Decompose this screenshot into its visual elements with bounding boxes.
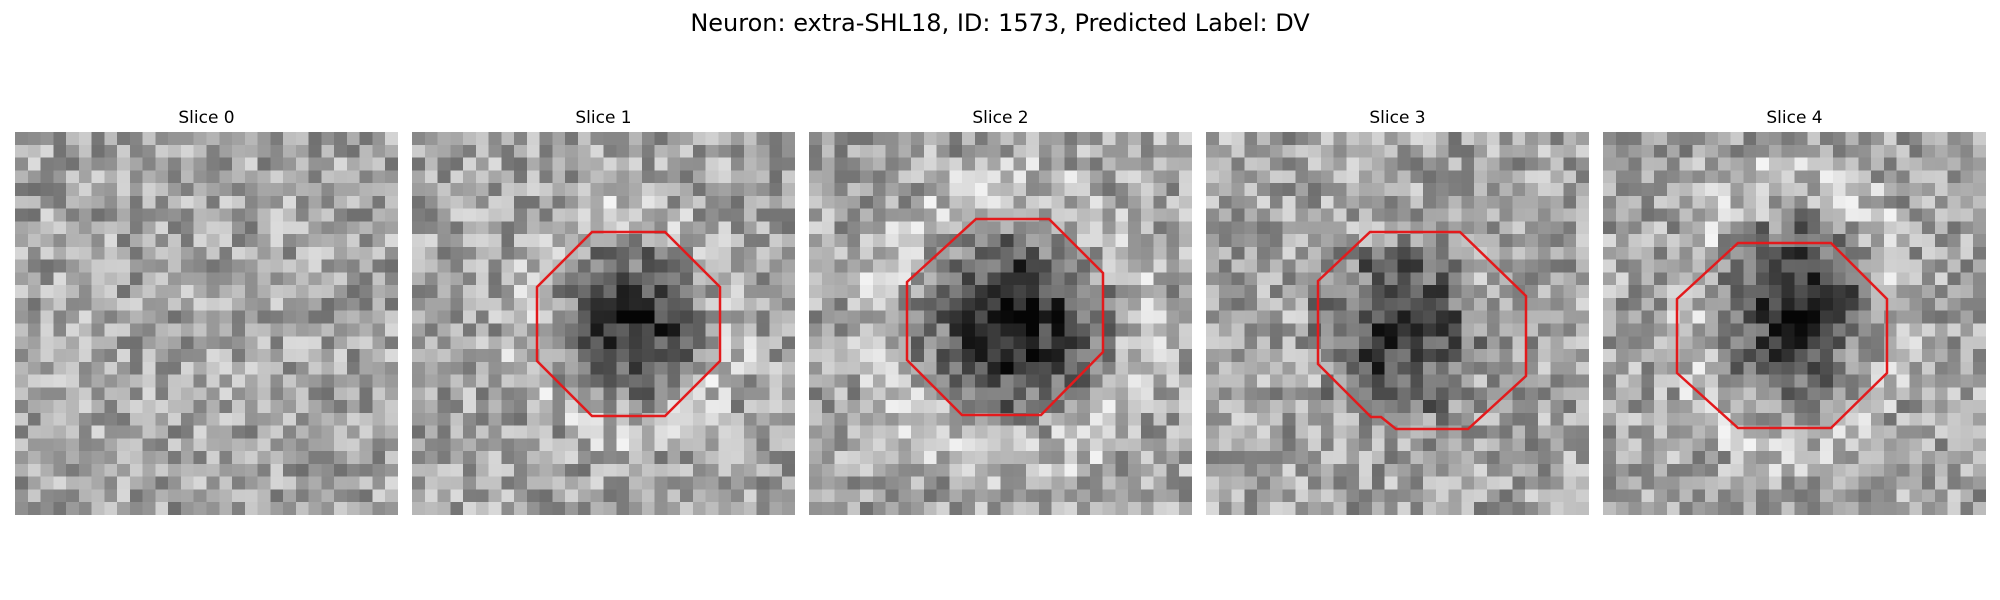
slice-image-1	[412, 132, 795, 515]
slice-panel-2: Slice 2	[809, 104, 1192, 515]
slice-image-canvas-0	[15, 132, 398, 515]
slice-image-0	[15, 132, 398, 515]
contour-overlay-4	[1675, 241, 1889, 430]
slice-title-4: Slice 4	[1766, 108, 1823, 128]
slice-panel-1: Slice 1	[412, 104, 795, 515]
slice-title-3: Slice 3	[1369, 108, 1426, 128]
slice-image-2	[809, 132, 1192, 515]
slice-title-2: Slice 2	[972, 108, 1029, 128]
slice-image-canvas-4	[1603, 132, 1986, 515]
roi-contour-2	[905, 217, 1105, 417]
slice-title-1: Slice 1	[575, 108, 632, 128]
slice-panel-3: Slice 3	[1206, 104, 1589, 515]
figure-title: Neuron: extra-SHL18, ID: 1573, Predicted…	[690, 9, 1310, 37]
roi-contour-3	[1316, 230, 1528, 431]
contour-overlay-2	[905, 217, 1105, 417]
contour-overlay-3	[1316, 230, 1528, 431]
slice-image-canvas-1	[412, 132, 795, 515]
contour-overlay-1	[535, 230, 722, 418]
slice-image-4	[1603, 132, 1986, 515]
slice-panel-0: Slice 0	[15, 104, 398, 515]
slice-image-3	[1206, 132, 1589, 515]
slice-panel-4: Slice 4	[1603, 104, 1986, 515]
roi-contour-1	[535, 230, 722, 418]
roi-contour-4	[1675, 241, 1889, 430]
slice-title-0: Slice 0	[178, 108, 235, 128]
slice-image-canvas-2	[809, 132, 1192, 515]
